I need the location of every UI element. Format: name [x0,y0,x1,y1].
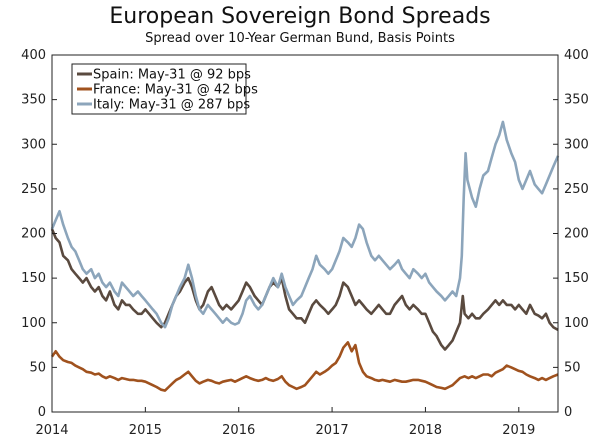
y-tick-label-right: 250 [564,182,589,197]
x-tick-label: 2017 [316,423,349,438]
series-layer [50,120,560,392]
y-tick-label-right: 150 [564,271,589,286]
y-tick-label-left: 200 [21,227,46,242]
y-tick-label-right: 350 [564,93,589,108]
x-tick-label: 2015 [129,423,162,438]
y-tick-label-left: 50 [29,360,46,375]
y-tick-label-left: 250 [21,182,46,197]
legend-label: Spain: May-31 @ 92 bps [93,68,251,83]
x-tick-label: 2019 [502,423,535,438]
ticks-layer: 0 0 50 50 100 100 150 150 200 200 250 250 300 300 350 3… [21,48,589,438]
y-tick-label-left: 400 [21,48,46,63]
y-tick-label-left: 0 [38,405,46,420]
x-tick-label: 2014 [35,423,68,438]
y-tick-label-left: 150 [21,271,46,286]
y-tick-label-left: 300 [21,137,46,152]
y-tick-label-right: 100 [564,316,589,331]
y-tick-label-left: 100 [21,316,46,331]
y-tick-label-left: 350 [21,93,46,108]
y-tick-label-right: 0 [564,405,572,420]
series-line-0 [50,228,559,351]
y-tick-label-right: 200 [564,227,589,242]
series-line-2 [50,120,560,329]
x-tick-label: 2018 [409,423,442,438]
legend-label: Italy: May-31 @ 287 bps [93,98,250,113]
legend-box [71,63,247,115]
legend-label: France: May-31 @ 42 bps [93,83,258,98]
series-line-1 [50,341,559,392]
chart-title: European Sovereign Bond Spreads [109,4,491,29]
y-tick-label-right: 400 [564,48,589,63]
x-tick-label: 2016 [222,423,255,438]
chart-subtitle: Spread over 10-Year German Bund, Basis P… [145,31,455,46]
y-tick-label-right: 300 [564,137,589,152]
y-tick-label-right: 50 [564,360,581,375]
